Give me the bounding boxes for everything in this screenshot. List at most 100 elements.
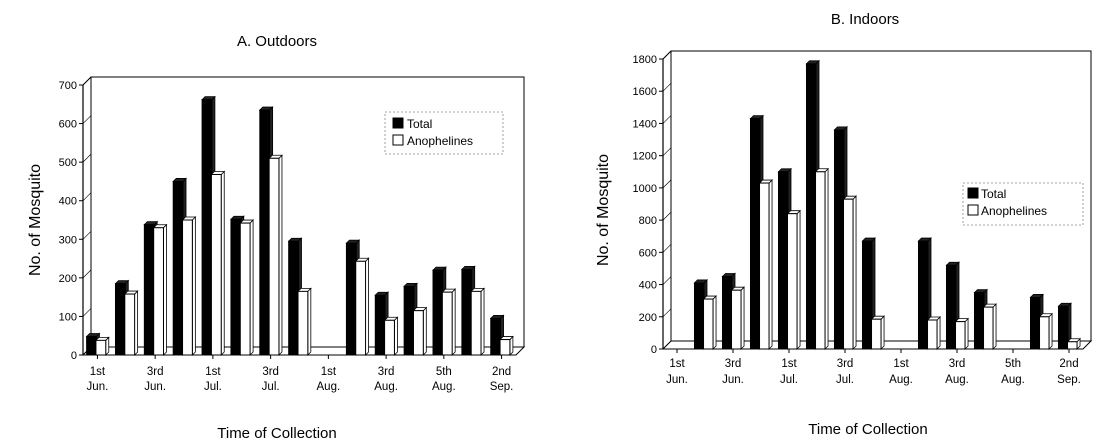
bar-anophelines <box>954 317 970 350</box>
bar-front <box>412 310 424 356</box>
y-tick-label: 200 <box>639 312 657 324</box>
y-tick-label: 600 <box>59 119 77 131</box>
bar-front <box>1029 296 1041 350</box>
bar-front <box>432 269 444 356</box>
bar-front <box>384 319 395 356</box>
bar-front <box>490 317 502 356</box>
bar-front <box>259 109 271 356</box>
y-axis-label: No. of Mosquito <box>27 164 44 276</box>
chart-title: A. Outdoors <box>237 33 317 50</box>
y-tick-depth <box>662 83 672 92</box>
y-tick-depth <box>82 76 92 86</box>
x-tick-label: Jun. <box>87 381 109 393</box>
chart-title: B. Indoors <box>831 11 899 28</box>
bar-front <box>833 129 845 350</box>
y-tick-depth <box>662 179 672 189</box>
bar-front <box>355 260 367 356</box>
y-tick-depth <box>82 231 92 240</box>
bar-front <box>95 339 107 356</box>
bar-front <box>143 224 155 356</box>
bar-front <box>721 276 733 350</box>
x-tick-label: Jun. <box>144 381 166 393</box>
bar-front <box>499 339 511 356</box>
legend-label-anophelines: Anophelines <box>407 134 473 148</box>
legend-label-anophelines: Anophelines <box>981 204 1047 218</box>
bar-front <box>749 118 761 350</box>
x-tick-label: 5th <box>1005 358 1021 370</box>
y-tick-label: 0 <box>651 344 657 356</box>
y-tick-label: 800 <box>639 215 657 227</box>
bar-front <box>917 240 929 350</box>
chart-panel-outdoors: A. Outdoors No. of Mosquito Time of Coll… <box>27 33 526 442</box>
bar-front <box>86 335 97 356</box>
x-tick-label: Jul. <box>204 381 222 393</box>
bar-front <box>871 318 882 350</box>
y-axis-label: No. of Mosquito <box>595 154 612 266</box>
bar-front <box>153 227 164 356</box>
bar-front <box>861 240 873 350</box>
bar-front <box>268 157 280 356</box>
legend-label-total: Total <box>981 187 1006 201</box>
bars <box>85 95 514 356</box>
x-tick-label: 1st <box>893 358 909 370</box>
x-tick-label: Sep. <box>490 381 514 393</box>
bar-front <box>1057 305 1069 350</box>
bar-anophelines <box>152 223 168 356</box>
y-tick-label: 1000 <box>633 183 657 195</box>
bar-front <box>805 63 817 350</box>
x-tick-label: Aug. <box>432 381 456 393</box>
bar-anophelines <box>1066 337 1082 350</box>
bar-front <box>297 290 309 356</box>
x-tick-label: 3rd <box>147 366 164 378</box>
bar-anophelines <box>383 316 399 356</box>
x-ticks: 1st Jun. 3rd Jun. 1st Jul. 3rd Jul. 1st Aug. 3rd Au… <box>87 355 514 393</box>
bar-anophelines <box>470 287 485 356</box>
bar-anophelines <box>181 216 197 356</box>
x-tick-label: Jul. <box>780 374 798 386</box>
y-tick-label: 400 <box>639 280 657 292</box>
y-tick-depth <box>662 211 672 221</box>
bar-front <box>777 171 789 350</box>
y-tick-label: 500 <box>59 157 77 169</box>
x-tick-label: 3rd <box>378 366 395 378</box>
chart-panel-indoors: B. Indoors No. of Mosquito Time of Colle… <box>548 0 1096 443</box>
bar-anophelines <box>123 290 139 356</box>
legend: Total Anophelines <box>962 182 1084 226</box>
y-tick-label: 1400 <box>633 118 657 130</box>
y-tick-depth <box>82 308 92 317</box>
bar-anophelines <box>702 295 718 350</box>
x-tick-label: 3rd <box>837 358 854 370</box>
x-axis-label: Time of Collection <box>808 421 928 438</box>
legend-label-total: Total <box>407 117 432 131</box>
y-tick-label: 200 <box>59 273 77 285</box>
x-tick-label: Aug. <box>317 381 341 393</box>
bar-front <box>403 285 415 356</box>
y-tick-depth <box>82 153 92 163</box>
x-axis-label: Time of Collection <box>217 425 337 442</box>
x-tick-label: 1st <box>669 358 685 370</box>
bar-front <box>374 294 386 356</box>
legend-swatch-anophelines <box>392 134 404 146</box>
legend: Total Anophelines <box>384 111 504 155</box>
x-tick-label: Jun. <box>666 374 688 386</box>
x-tick-label: 3rd <box>725 358 742 370</box>
bar-anophelines <box>441 288 457 356</box>
x-tick-label: 3rd <box>262 366 279 378</box>
bar-front <box>983 306 994 350</box>
bar-anophelines <box>94 336 110 356</box>
bar-front <box>345 242 357 356</box>
y-tick-depth <box>662 115 672 124</box>
legend-swatch-total <box>392 117 404 129</box>
y-tick-label: 1800 <box>633 54 657 66</box>
y-tick-label: 1600 <box>633 86 657 98</box>
bar-front <box>124 293 136 356</box>
y-tick-depth <box>662 276 672 285</box>
x-tick-label: 5th <box>436 366 452 378</box>
bar-front <box>239 222 251 356</box>
bar-anophelines <box>297 287 312 356</box>
x-tick-label: 3rd <box>949 358 966 370</box>
x-tick-label: Aug. <box>945 374 969 386</box>
bar-front <box>201 99 213 356</box>
bar-front <box>843 198 854 350</box>
x-tick-label: Aug. <box>1001 374 1025 386</box>
